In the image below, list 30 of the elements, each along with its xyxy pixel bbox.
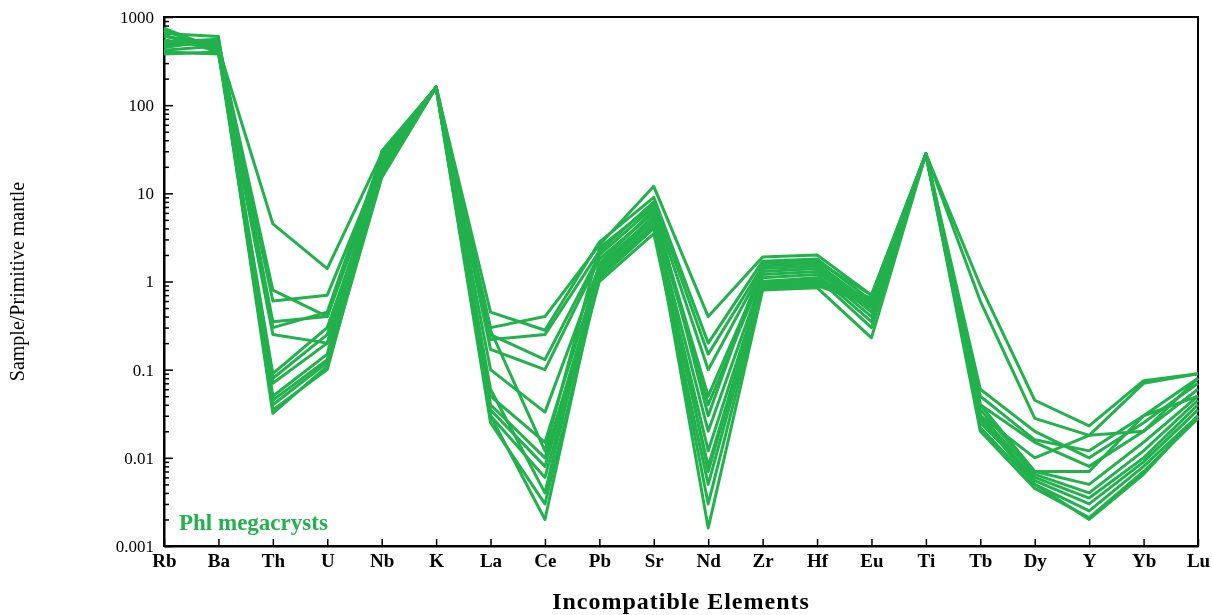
x-tick-label: U (320, 550, 335, 572)
x-tick-label: Tb (969, 550, 993, 572)
y-tick-label: 0.1 (132, 360, 154, 380)
y-tick-label: 100 (128, 96, 154, 116)
x-tick-label: K (429, 550, 445, 572)
y-tick-label: 1 (145, 272, 154, 292)
x-tick-label: Ba (207, 550, 231, 572)
x-tick-label: Yb (1131, 550, 1157, 572)
x-tick-label: Sr (644, 550, 665, 572)
x-tick-label: Nb (370, 550, 395, 572)
x-tick-label: Ti (917, 550, 936, 572)
x-tick-label: Zr (752, 550, 775, 572)
x-tick-label: Rb (152, 550, 177, 572)
y-tick-label: 0.001 (115, 536, 154, 556)
y-axis-title: Sample/Primitive mantle (6, 181, 29, 382)
x-tick-label: Lu (1186, 550, 1211, 572)
x-tick-label: Eu (860, 550, 885, 572)
x-tick-label: La (479, 550, 503, 572)
y-tick-label: 10 (137, 184, 154, 204)
x-tick-label: Dy (1023, 550, 1048, 572)
x-tick-label: Ce (534, 550, 557, 572)
x-tick-label: Nd (696, 550, 722, 572)
x-tick-label: Y (1082, 550, 1097, 572)
x-tick-label: Pb (588, 550, 611, 572)
x-axis-title: Incompatible Elements (552, 588, 810, 614)
x-tick-label: Th (261, 550, 286, 572)
x-tick-label: Hf (807, 550, 829, 572)
y-tick-label: 1000 (120, 7, 154, 27)
annotation: Phl megacrysts (179, 510, 328, 535)
y-tick-label: 0.01 (124, 448, 154, 468)
